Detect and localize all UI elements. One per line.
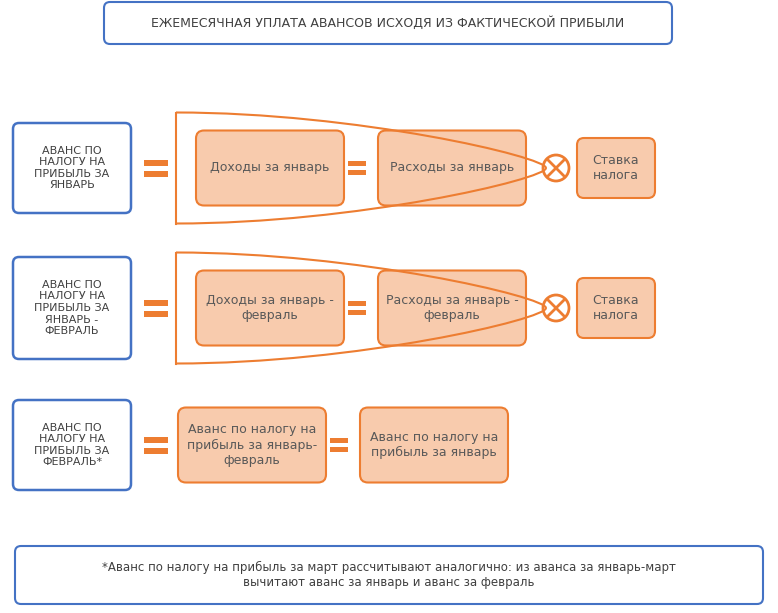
FancyBboxPatch shape xyxy=(196,131,344,205)
Bar xyxy=(144,300,168,305)
Bar xyxy=(144,159,168,166)
Text: Доходы за январь -
февраль: Доходы за январь - февраль xyxy=(206,294,334,322)
Text: ЕЖЕМЕСЯЧНАЯ УПЛАТА АВАНСОВ ИСХОДЯ ИЗ ФАКТИЧЕСКОЙ ПРИБЫЛИ: ЕЖЕМЕСЯЧНАЯ УПЛАТА АВАНСОВ ИСХОДЯ ИЗ ФАК… xyxy=(152,16,625,30)
FancyBboxPatch shape xyxy=(378,270,526,346)
Text: Ставка
налога: Ставка налога xyxy=(593,154,640,182)
FancyBboxPatch shape xyxy=(13,400,131,490)
Bar xyxy=(348,161,366,166)
Text: *Аванс по налогу на прибыль за март рассчитывают аналогично: из аванса за январь: *Аванс по налогу на прибыль за март расс… xyxy=(102,561,676,589)
Text: Расходы за январь -
февраль: Расходы за январь - февраль xyxy=(386,294,518,322)
Bar xyxy=(330,438,348,443)
FancyBboxPatch shape xyxy=(360,408,508,482)
FancyBboxPatch shape xyxy=(15,546,763,604)
Text: Ставка
налога: Ставка налога xyxy=(593,294,640,322)
FancyBboxPatch shape xyxy=(196,270,344,346)
Text: Расходы за январь: Расходы за январь xyxy=(390,161,514,175)
Bar xyxy=(330,447,348,452)
Text: Аванс по налогу на
прибыль за январь-
февраль: Аванс по налогу на прибыль за январь- фе… xyxy=(187,424,317,466)
Text: АВАНС ПО
НАЛОГУ НА
ПРИБЫЛЬ ЗА
ЯНВАРЬ: АВАНС ПО НАЛОГУ НА ПРИБЫЛЬ ЗА ЯНВАРЬ xyxy=(34,146,110,191)
Text: Аванс по налогу на
прибыль за январь: Аванс по налогу на прибыль за январь xyxy=(370,431,498,459)
Bar xyxy=(144,436,168,443)
Bar xyxy=(348,301,366,306)
Text: АВАНС ПО
НАЛОГУ НА
ПРИБЫЛЬ ЗА
ФЕВРАЛЬ*: АВАНС ПО НАЛОГУ НА ПРИБЫЛЬ ЗА ФЕВРАЛЬ* xyxy=(34,422,110,467)
Bar xyxy=(348,310,366,315)
Text: Доходы за январь: Доходы за январь xyxy=(210,161,330,175)
FancyBboxPatch shape xyxy=(378,131,526,205)
FancyBboxPatch shape xyxy=(577,138,655,198)
Bar xyxy=(348,170,366,175)
FancyBboxPatch shape xyxy=(13,123,131,213)
FancyBboxPatch shape xyxy=(178,408,326,482)
Bar xyxy=(144,170,168,177)
Bar xyxy=(144,311,168,316)
FancyBboxPatch shape xyxy=(577,278,655,338)
Text: АВАНС ПО
НАЛОГУ НА
ПРИБЫЛЬ ЗА
ЯНВАРЬ -
ФЕВРАЛЬ: АВАНС ПО НАЛОГУ НА ПРИБЫЛЬ ЗА ЯНВАРЬ - Ф… xyxy=(34,280,110,336)
Bar xyxy=(144,447,168,454)
FancyBboxPatch shape xyxy=(13,257,131,359)
FancyBboxPatch shape xyxy=(104,2,672,44)
